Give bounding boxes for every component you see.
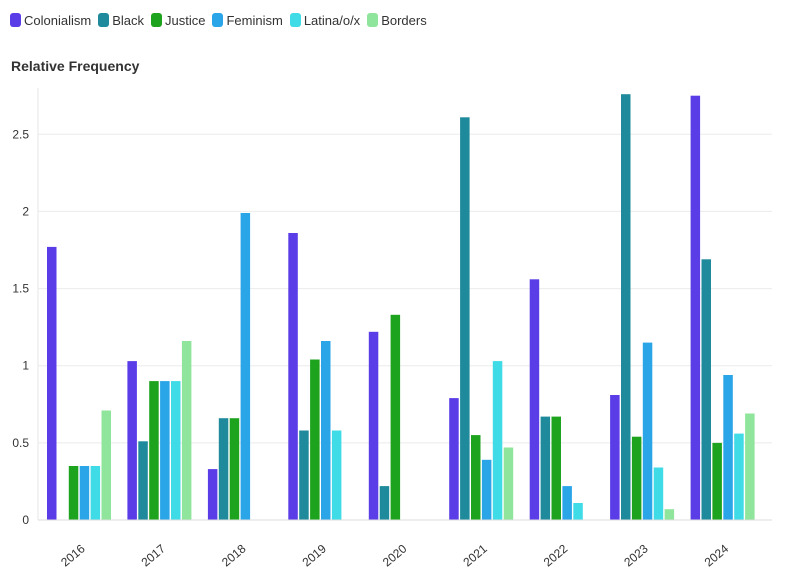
legend-item-colonialism[interactable]: Colonialism bbox=[10, 13, 91, 28]
y-tick-label: 2.5 bbox=[12, 127, 29, 141]
bar-2020-colonialism[interactable] bbox=[368, 331, 379, 520]
bar-2022-feminism[interactable] bbox=[562, 486, 572, 520]
bar-2021-justice[interactable] bbox=[471, 435, 481, 520]
bar-2024-feminism[interactable] bbox=[723, 375, 733, 520]
legend-swatch bbox=[98, 13, 110, 27]
bar-2018-feminism[interactable] bbox=[240, 213, 251, 520]
bar-2024-latina-o-x[interactable] bbox=[734, 433, 744, 520]
bar-2017-colonialism[interactable] bbox=[127, 361, 137, 520]
bar-2016-feminism[interactable] bbox=[79, 466, 90, 520]
legend-swatch bbox=[151, 13, 162, 27]
bar-2019-justice[interactable] bbox=[310, 359, 320, 521]
bar-2017-justice[interactable] bbox=[149, 381, 159, 520]
y-tick-label: 0 bbox=[22, 513, 29, 527]
legend-swatch bbox=[367, 13, 379, 27]
bar-2022-black[interactable] bbox=[540, 416, 551, 520]
legend-label: Justice bbox=[165, 12, 206, 28]
legend-label: Latina/o/x bbox=[303, 12, 361, 28]
bar-2016-latina-o-x[interactable] bbox=[90, 466, 101, 520]
bar-2019-black[interactable] bbox=[299, 430, 309, 521]
x-tick-label: 2023 bbox=[621, 541, 651, 569]
legend: Colonialism Black Justice Feminism Latina/o/… bbox=[10, 11, 434, 29]
bar-2021-borders[interactable] bbox=[503, 447, 514, 521]
x-tick-label: 2022 bbox=[541, 541, 571, 569]
x-tick-label: 2021 bbox=[460, 541, 490, 569]
bar-2017-black[interactable] bbox=[138, 441, 148, 520]
legend-item-black[interactable]: Black bbox=[98, 13, 144, 28]
bar-2023-latina-o-x[interactable] bbox=[653, 467, 664, 521]
legend-label: Feminism bbox=[226, 12, 283, 28]
x-tick-label: 2019 bbox=[300, 541, 330, 569]
bar-2024-colonialism[interactable] bbox=[690, 95, 701, 520]
bar-2016-justice[interactable] bbox=[68, 466, 79, 520]
bar-2018-colonialism[interactable] bbox=[207, 469, 218, 520]
x-tick-label: 2020 bbox=[380, 541, 410, 569]
legend-item-latina-o-x[interactable]: Latina/o/x bbox=[289, 12, 361, 28]
bar-2016-colonialism[interactable] bbox=[47, 246, 57, 520]
bar-2024-justice[interactable] bbox=[712, 442, 722, 520]
bar-2023-colonialism[interactable] bbox=[610, 395, 620, 520]
legend-swatch bbox=[212, 13, 224, 27]
y-tick-label: 0.5 bbox=[12, 436, 29, 450]
y-axis-title: Relative Frequency bbox=[11, 58, 140, 74]
x-tick-label: 2016 bbox=[58, 541, 88, 569]
bar-2019-colonialism[interactable] bbox=[288, 233, 298, 520]
y-tick-label: 2 bbox=[22, 204, 29, 218]
legend-swatch bbox=[10, 13, 21, 27]
x-tick-label: 2024 bbox=[702, 541, 732, 569]
bar-2019-feminism[interactable] bbox=[321, 341, 331, 520]
bar-2021-feminism[interactable] bbox=[481, 459, 492, 520]
bar-2023-feminism[interactable] bbox=[642, 342, 653, 520]
legend-swatch bbox=[289, 13, 301, 27]
bar-2022-latina-o-x[interactable] bbox=[573, 503, 583, 520]
bar-2024-black[interactable] bbox=[701, 259, 712, 520]
legend-label: Colonialism bbox=[24, 12, 92, 28]
legend-item-justice[interactable]: Justice bbox=[151, 13, 205, 28]
legend-label: Borders bbox=[381, 12, 427, 28]
x-tick-label: 2018 bbox=[219, 541, 249, 569]
bar-2017-borders[interactable] bbox=[181, 341, 192, 520]
bar-2021-black[interactable] bbox=[460, 117, 470, 521]
legend-item-feminism[interactable]: Feminism bbox=[212, 12, 283, 28]
bar-2018-black[interactable] bbox=[218, 418, 229, 520]
bar-2017-feminism[interactable] bbox=[160, 381, 170, 520]
bar-2023-black[interactable] bbox=[621, 94, 631, 520]
y-tick-label: 1 bbox=[22, 359, 29, 373]
bar-2017-latina-o-x[interactable] bbox=[171, 381, 181, 520]
bar-2022-colonialism[interactable] bbox=[529, 279, 540, 520]
bar-2023-borders[interactable] bbox=[664, 509, 675, 520]
bar-2021-colonialism[interactable] bbox=[449, 398, 459, 520]
x-tick-label: 2017 bbox=[139, 541, 169, 569]
bar-2020-black[interactable] bbox=[379, 486, 390, 520]
bar-2024-borders[interactable] bbox=[745, 413, 755, 521]
legend-label: Black bbox=[112, 12, 144, 28]
bar-2018-justice[interactable] bbox=[229, 418, 240, 520]
legend-item-borders[interactable]: Borders bbox=[367, 13, 427, 28]
bar-2019-latina-o-x[interactable] bbox=[331, 430, 342, 521]
y-tick-label: 1.5 bbox=[12, 282, 29, 296]
bar-2021-latina-o-x[interactable] bbox=[492, 361, 503, 520]
bar-2016-borders[interactable] bbox=[101, 410, 112, 521]
bar-2020-justice[interactable] bbox=[390, 314, 401, 520]
bar-2023-justice[interactable] bbox=[631, 436, 642, 520]
bar-2022-justice[interactable] bbox=[551, 416, 562, 520]
